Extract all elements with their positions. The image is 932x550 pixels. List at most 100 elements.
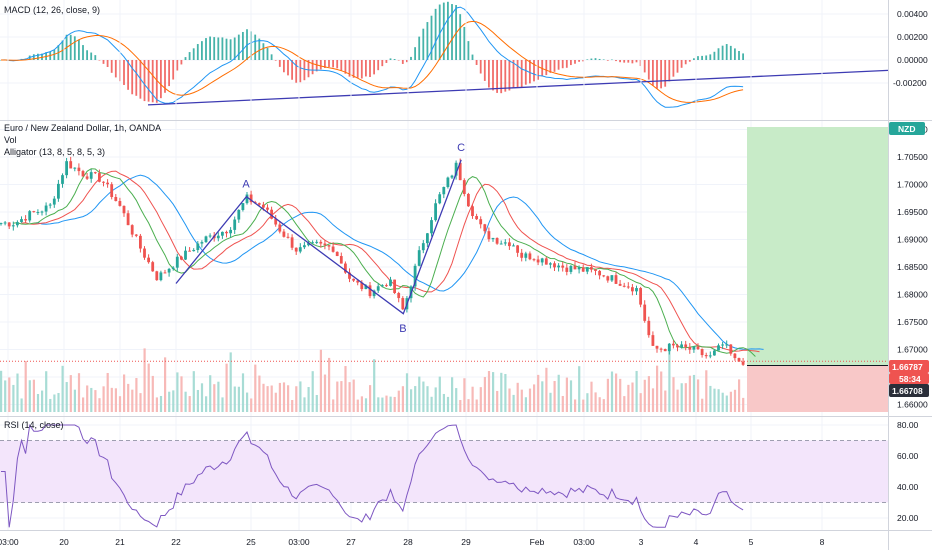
volume-bar <box>656 365 659 412</box>
candle-body <box>241 203 245 210</box>
macd-histogram-bar <box>410 56 412 60</box>
candle-body <box>303 245 306 248</box>
volume-bar <box>602 399 605 412</box>
volume-bar <box>69 375 72 412</box>
macd-trendline[interactable] <box>147 69 889 106</box>
volume-bar <box>508 388 511 412</box>
macd-tick-label: 0.00200 <box>897 32 928 42</box>
candle-body <box>307 243 310 246</box>
last-price-tag[interactable]: 1.66787 <box>889 360 929 373</box>
macd-histogram-bar <box>295 60 298 83</box>
volume-bar <box>381 397 384 412</box>
macd-histogram-bar <box>307 60 310 78</box>
volume-bar <box>135 378 138 412</box>
macd-histogram-bar <box>213 37 216 60</box>
macd-histogram-bar <box>561 60 564 69</box>
price-legend-symbol[interactable]: Euro / New Zealand Dollar, 1h, OANDA <box>4 123 161 133</box>
candle-body <box>516 245 519 253</box>
rsi-pane[interactable]: RSI (14, close) <box>0 420 888 528</box>
abc-pattern-line[interactable] <box>175 159 462 315</box>
macd-axis[interactable]: 0.00400 0.00200 0.00000 -0.00200 <box>893 9 928 88</box>
macd-histogram-bar <box>336 60 339 69</box>
time-tick-label: Feb <box>530 537 545 547</box>
volume-bar <box>377 397 380 412</box>
macd-histogram-bar <box>151 60 154 103</box>
volume-bar <box>729 391 732 412</box>
macd-histogram-bar <box>524 60 527 85</box>
volume-bar <box>504 373 507 412</box>
macd-histogram-bar <box>82 45 84 60</box>
volume-bar <box>41 390 44 412</box>
volume-bar <box>118 396 122 412</box>
candle-body <box>647 320 651 336</box>
macd-histogram-bar <box>533 60 535 82</box>
time-tick-label: 28 <box>403 537 413 547</box>
volume-bar <box>217 381 220 412</box>
volume-legend[interactable]: Vol <box>4 135 17 145</box>
volume-bar <box>233 386 236 412</box>
candle-body <box>319 241 323 244</box>
price-pane[interactable]: A B C Euro / New Zealand Dollar, 1h, OAN… <box>0 0 888 530</box>
rsi-axis[interactable]: 80.00 60.00 40.00 20.00 <box>897 420 919 523</box>
macd-legend[interactable]: MACD (12, 26, close, 9) <box>4 5 100 15</box>
candle-body <box>524 253 528 258</box>
time-tick-label: 03:00 <box>573 537 595 547</box>
time-axis[interactable]: 03:00 20 21 22 25 03:00 27 28 29 Feb 03:00 3 4 5 8 <box>0 537 825 547</box>
volume-bar <box>332 399 335 412</box>
candle-body <box>98 173 101 182</box>
volume-bar <box>352 379 355 412</box>
macd-histogram-bar <box>492 60 494 91</box>
volume-bar <box>492 372 495 412</box>
currency-badge[interactable]: NZD <box>889 122 925 135</box>
candle-body <box>413 265 417 287</box>
candle-body <box>540 258 544 263</box>
entry-price-tag[interactable]: 1.66708 <box>889 384 929 397</box>
macd-histogram-bar <box>381 60 384 67</box>
alligator-legend[interactable]: Alligator (13, 8, 5, 8, 5, 3) <box>4 147 105 157</box>
candle-body <box>528 253 532 260</box>
macd-histogram-bar <box>254 34 257 60</box>
macd-histogram-bar <box>684 60 687 65</box>
macd-histogram-bar <box>643 60 646 73</box>
candle-body <box>503 242 507 244</box>
long-position-profit-zone[interactable] <box>747 127 888 366</box>
volume-bar <box>651 388 655 412</box>
macd-histogram-bar <box>73 36 76 60</box>
candle-body <box>520 252 524 258</box>
candle-body <box>196 243 200 250</box>
volume-bar <box>725 395 728 412</box>
macd-pane[interactable]: MACD (12, 26, close, 9) <box>0 1 889 108</box>
macd-histogram-bar <box>713 51 716 60</box>
macd-histogram-bar <box>274 60 277 61</box>
volume-bar <box>205 396 208 412</box>
macd-histogram-bar <box>221 37 224 60</box>
volume-bar <box>369 385 372 412</box>
volume-bar <box>98 398 101 412</box>
candle-body <box>192 249 196 252</box>
volume-bar <box>90 387 93 412</box>
volume-bar <box>414 386 417 412</box>
candle-body <box>610 275 614 281</box>
candle-body <box>380 285 384 287</box>
candle-body <box>134 234 138 236</box>
macd-histogram-bar <box>406 60 408 63</box>
volume-bar <box>418 376 421 412</box>
volume-bar <box>188 396 191 412</box>
volume-bar <box>45 371 48 412</box>
volume-bar <box>610 371 614 412</box>
rsi-legend[interactable]: RSI (14, close) <box>4 420 64 430</box>
volume-bar <box>471 386 474 412</box>
volume-bar <box>561 395 564 412</box>
macd-signal-line <box>1 20 744 103</box>
volume-bar <box>106 372 109 412</box>
pattern-label-a: A <box>242 179 250 191</box>
volume-bar <box>323 374 327 412</box>
macd-histogram-bar <box>594 58 597 60</box>
macd-histogram-bar <box>520 60 523 88</box>
volume-bar <box>184 391 187 412</box>
macd-histogram-bar <box>266 47 269 60</box>
volume-bar <box>307 387 310 412</box>
volume-bar <box>73 389 76 412</box>
long-position-loss-zone[interactable] <box>747 365 888 412</box>
